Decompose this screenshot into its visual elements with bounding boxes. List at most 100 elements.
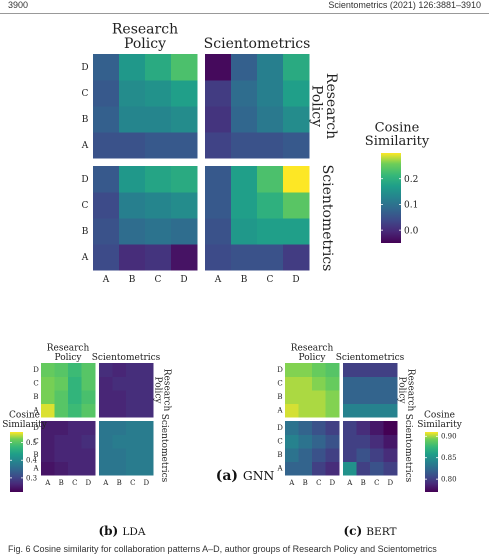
subfigure-caption: (b) LDA [98,524,145,538]
heatmap-cell-lda-rp_rp-CA [41,376,55,391]
heatmap-cell-gnn-sc_rp-AA [93,244,120,271]
heatmap-cell-bert-rp_sc-CD [383,376,398,391]
heatmap-cell-bert-rp_rp-AB [298,403,313,418]
row-group-label: Scientometrics [319,165,335,272]
heatmap-cell-lda-rp_rp-BB [54,390,69,404]
x-tick-label: D [85,479,91,487]
heatmap-cell-gnn-rp_sc-CC [257,80,284,107]
y-tick-label: C [277,438,282,446]
heatmap-cell-gnn-sc_rp-CD [171,192,198,219]
column-group-label: Scientometrics [336,353,405,363]
heatmap-cell-lda-rp_sc-AB [112,403,127,418]
legend-tick-label: 0.90 [441,433,457,441]
heatmap-cell-bert-sc_rp-CD [325,434,340,449]
heatmap-cell-lda-rp_sc-DC [126,363,140,377]
heatmap-cell-lda-rp_rp-AC [68,403,82,418]
heatmap-cell-bert-rp_sc-AA [343,403,357,418]
heatmap-cell-lda-sc_sc-DA [99,421,113,435]
heatmap-cell-lda-sc_rp-DD [81,421,96,435]
column-group-label: Policy [124,36,166,52]
y-tick-label: D [277,424,283,432]
heatmap-cell-bert-sc_rp-AC [312,461,326,476]
heatmap-cell-gnn-rp_sc-CB [231,80,258,107]
x-tick-label: C [130,479,135,487]
y-tick-label: C [33,438,38,446]
heatmap-cell-gnn-sc_sc-AB [231,244,258,271]
heatmap-cell-gnn-rp_sc-AB [231,132,258,159]
heatmap-cell-gnn-sc_sc-DC [257,166,284,193]
heatmap-cell-bert-rp_rp-AC [312,403,326,418]
journal-reference: Scientometrics (2021) 126:3881–3910 [328,0,481,10]
row-group-label: Research [323,73,339,139]
heatmap-cell-bert-sc_rp-AA [285,461,299,476]
heatmap-cell-bert-sc_rp-AD [325,461,340,476]
heatmap-cell-bert-sc_rp-BD [325,448,340,462]
heatmap-cell-gnn-sc_rp-CA [93,192,120,219]
heatmap-cell-gnn-rp_rp-CC [145,80,172,107]
heatmap-cell-lda-sc_sc-CD [139,434,154,449]
heatmap-cell-gnn-sc_sc-DA [205,166,232,193]
row-group-label-wrapper: Scientometrics [403,414,413,483]
x-tick-label: D [387,479,393,487]
heatmap-cell-gnn-rp_rp-CB [119,80,146,107]
x-tick-label: C [267,275,274,285]
heatmap-cell-lda-sc_rp-DC [68,421,82,435]
heatmap-cell-lda-sc_rp-BA [41,448,55,462]
row-group-label: Scientometrics [159,414,169,483]
x-tick-label: A [102,479,109,487]
row-group-label-wrapper: Scientometrics [159,414,169,483]
heatmap-cell-lda-rp_sc-BB [112,390,127,404]
heatmap-cell-lda-sc_rp-CC [68,434,82,449]
row-group-label: Policy [309,85,325,127]
y-tick-label: A [32,407,39,415]
heatmap-cell-gnn-rp_rp-CA [93,80,120,107]
subfigure-caption-method: LDA [122,526,145,538]
figure-caption: Fig. 6 Cosine similarity for collaborati… [8,544,437,554]
heatmap-cell-lda-sc_sc-CA [99,434,113,449]
heatmap-cell-gnn-rp_rp-DA [93,54,120,81]
heatmap-cell-gnn-sc_rp-DB [119,166,146,193]
legend-colorbar [425,432,438,492]
heatmap-cell-gnn-rp_sc-DC [257,54,284,81]
heatmap-cell-bert-sc_sc-DB [356,421,371,435]
heatmap-cell-lda-sc_rp-DA [41,421,55,435]
heatmap-cell-lda-sc_sc-AD [139,461,154,476]
legend-title: Cosine [424,411,455,421]
heatmap-cell-lda-sc_rp-CA [41,434,55,449]
heatmap-cell-gnn-sc_sc-DB [231,166,258,193]
heatmap-cell-bert-rp_rp-CD [325,376,340,391]
heatmap-cell-lda-rp_sc-DA [99,363,113,377]
legend-colorbar [381,153,401,243]
subfigure-caption-method: BERT [366,526,396,538]
heatmap-cell-gnn-rp_rp-BC [145,106,172,133]
heatmap-cell-gnn-rp_sc-CA [205,80,232,107]
heatmap-cell-bert-rp_rp-BD [325,390,340,404]
heatmap-cell-bert-sc_rp-DA [285,421,299,435]
heatmap-cell-gnn-sc_rp-BC [145,218,172,245]
legend-tick-label: 0.5 [26,439,37,447]
heatmap-cell-lda-rp_rp-DB [54,363,69,377]
y-tick-label: C [33,380,38,388]
heatmap-cell-bert-sc_rp-DD [325,421,340,435]
y-tick-label: B [82,115,89,125]
heatmap-cell-gnn-sc_rp-CC [145,192,172,219]
row-group-label-wrapper: Scientometrics [319,165,335,272]
heatmap-cell-lda-rp_sc-CD [139,376,154,391]
heatmap-cell-bert-rp_sc-DA [343,363,357,377]
heatmap-cell-lda-sc_sc-BA [99,448,113,462]
column-group-label: Scientometrics [204,36,311,52]
heatmap-cell-gnn-rp_rp-AB [119,132,146,159]
heatmap-cell-bert-sc_rp-BB [298,448,313,462]
x-tick-label: D [329,479,335,487]
heatmap-cell-gnn-rp_rp-BD [171,106,198,133]
heatmap-cell-lda-rp_rp-CC [68,376,82,391]
row-group-label: Research [406,369,416,412]
legend-title: Cosine [375,120,420,135]
page-number: 3900 [8,0,29,10]
heatmap-cell-gnn-rp_rp-BB [119,106,146,133]
x-tick-label: D [180,275,187,285]
heatmap-cell-bert-rp_sc-AB [356,403,371,418]
